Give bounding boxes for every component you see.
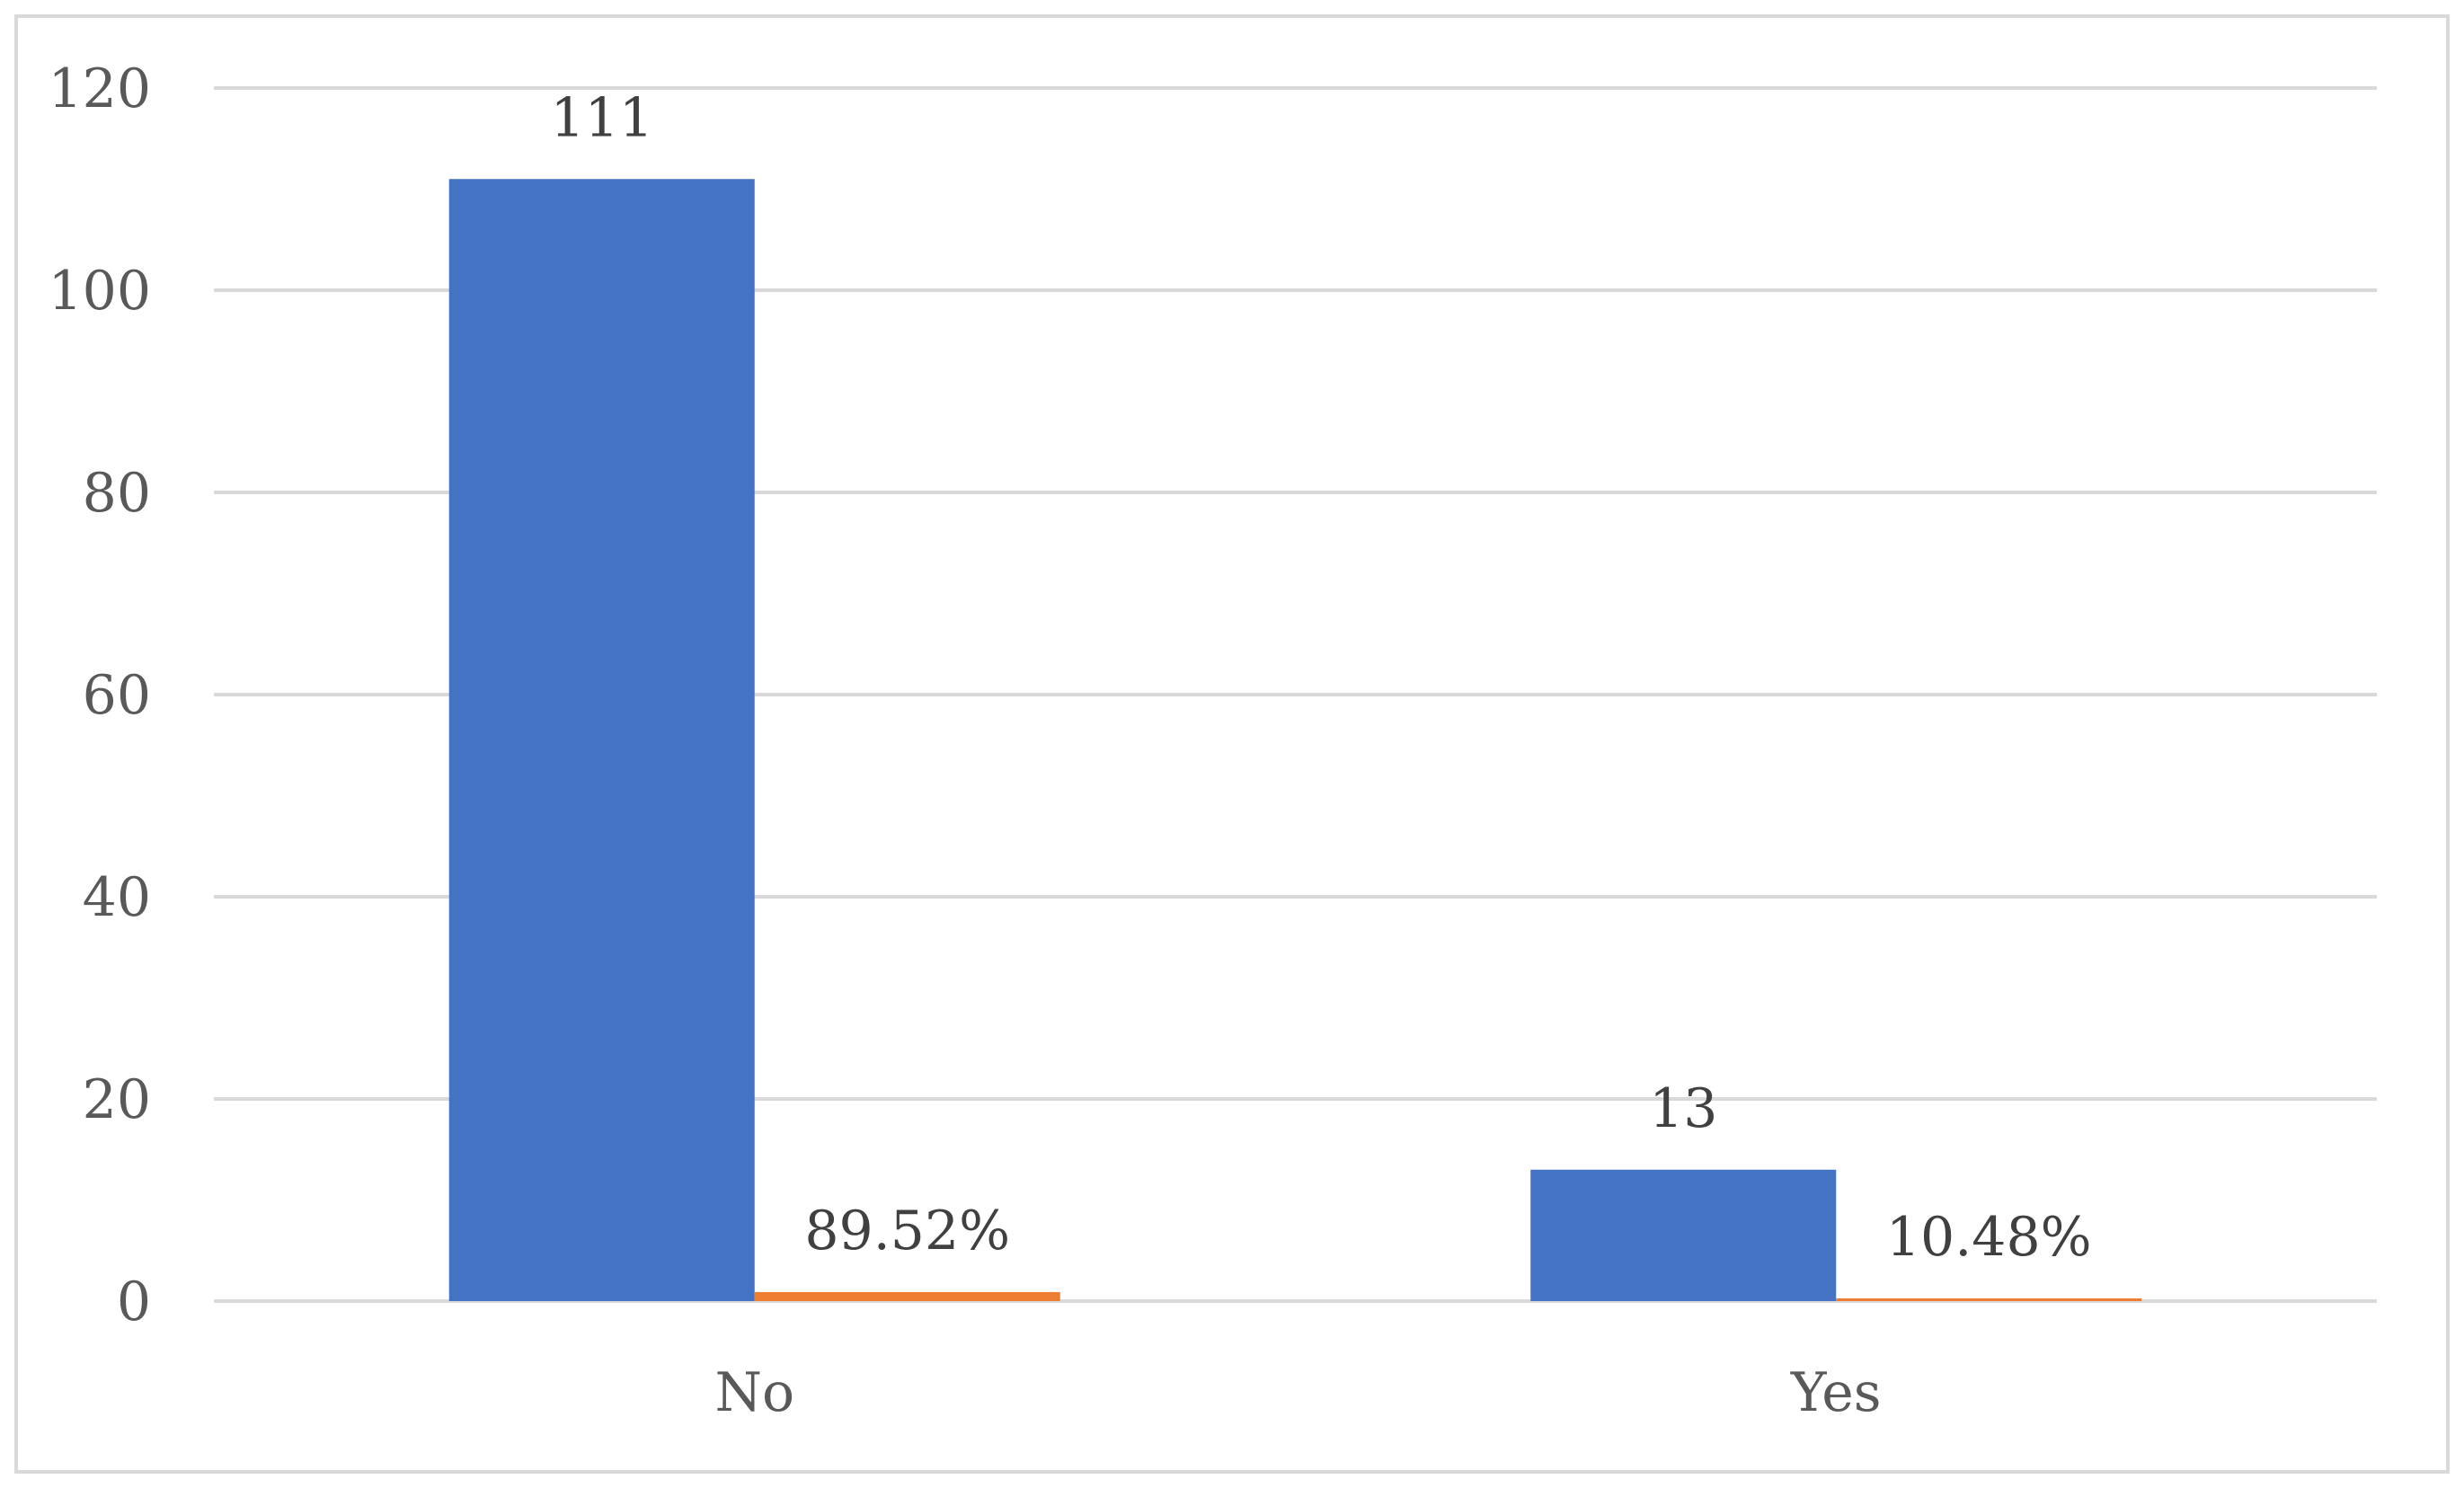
y-tick-label: 100 [48, 260, 151, 323]
data-labels: 111 89.52% 13 10.48% [550, 86, 2091, 1269]
x-category-label: No [714, 1361, 794, 1424]
x-axis-categories: No Yes [714, 1361, 1881, 1424]
data-label: 111 [550, 86, 653, 149]
bar [1530, 1169, 1837, 1301]
data-label: 10.48% [1886, 1206, 2092, 1269]
bar [754, 1291, 1060, 1301]
y-tick-label: 80 [83, 462, 151, 525]
y-tick-label: 20 [83, 1068, 151, 1131]
y-axis-ticks: 0 20 40 60 80 100 120 [48, 58, 151, 1333]
y-tick-label: 40 [83, 866, 151, 929]
y-tick-label: 0 [117, 1271, 151, 1333]
y-tick-label: 60 [83, 664, 151, 727]
y-tick-label: 120 [48, 58, 151, 120]
bars [448, 179, 2142, 1301]
data-label: 89.52% [804, 1200, 1010, 1262]
data-label: 13 [1649, 1077, 1717, 1140]
chart-border [14, 14, 2450, 1474]
bar [1836, 1298, 2142, 1301]
x-category-label: Yes [1790, 1361, 1882, 1424]
bar [448, 179, 755, 1301]
